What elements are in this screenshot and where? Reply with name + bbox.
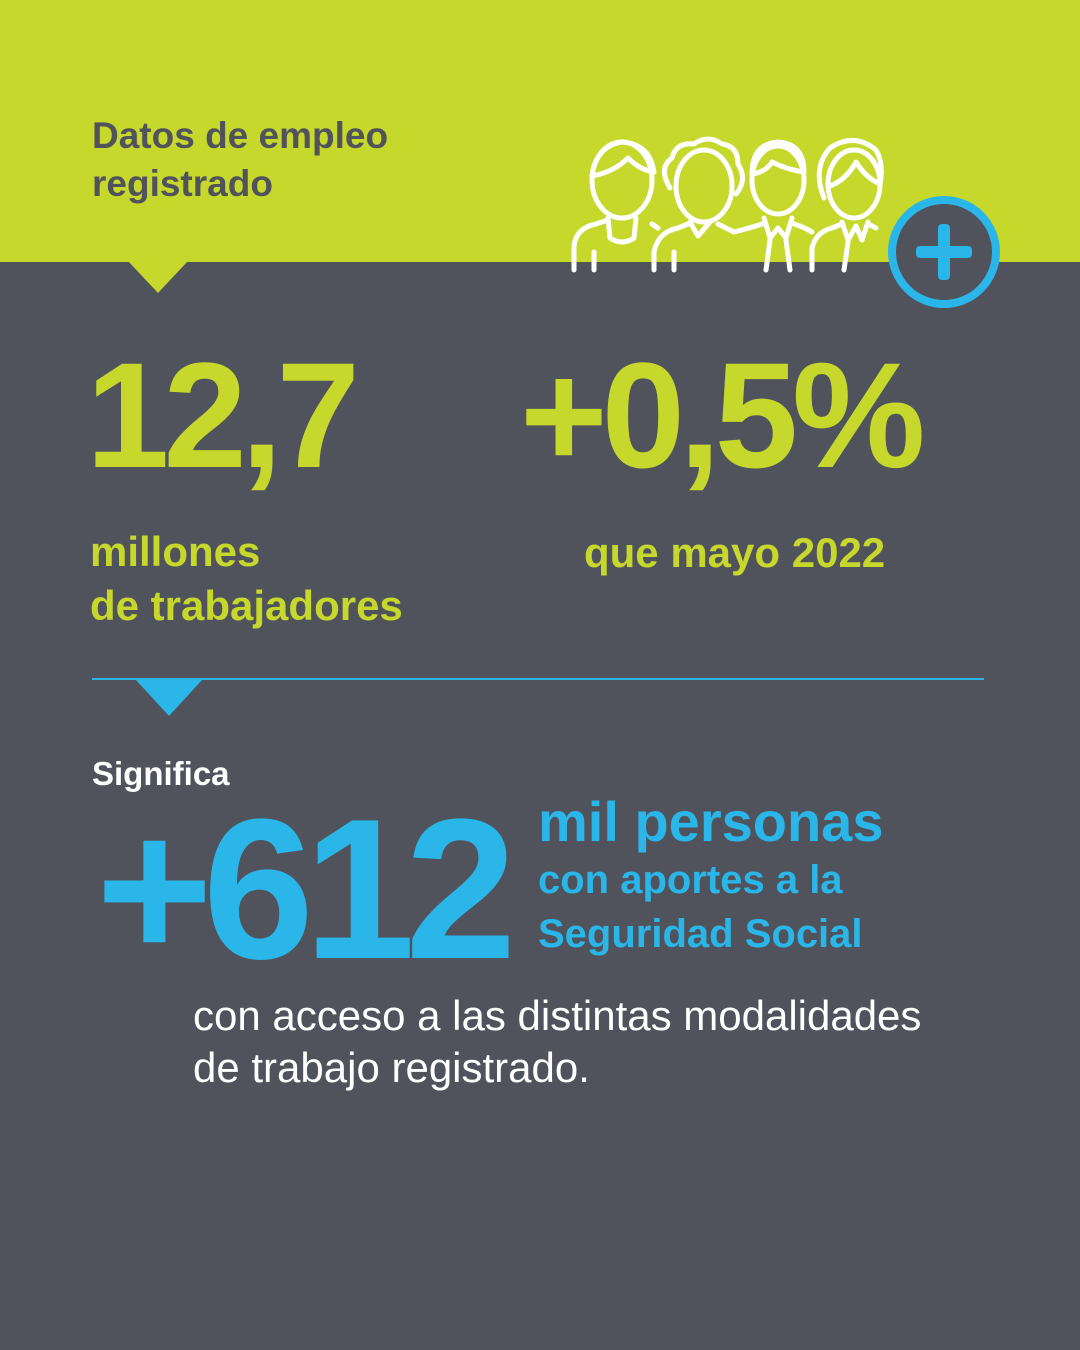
persons-subtitle-line1: con aportes a la <box>538 858 843 902</box>
footnote-line1: con acceso a las distintas modalidades <box>193 992 922 1039</box>
workers-label: millones de trabajadores <box>90 525 510 633</box>
page-title-line1: Datos de empleo <box>92 115 389 156</box>
growth-value: +0,5% <box>520 331 925 499</box>
header-pointer <box>128 261 188 293</box>
people-group-icon <box>571 136 884 273</box>
workers-label-line1: millones <box>90 528 261 575</box>
footnote: con acceso a las distintas modalidades d… <box>193 990 1013 1094</box>
persons-value: +612 <box>96 778 516 1001</box>
section-divider <box>92 678 984 680</box>
growth-label: que mayo 2022 <box>584 529 886 576</box>
page-title: Datos de empleo registrado <box>92 112 512 208</box>
meaning-intro: Significa <box>92 755 230 792</box>
footnote-line2: de trabajo registrado. <box>193 1044 590 1091</box>
page-title-line2: registrado <box>92 163 273 204</box>
divider-pointer <box>136 680 202 716</box>
workers-value: 12,7 <box>86 331 360 499</box>
persons-subtitle: con aportes a la Seguridad Social <box>538 853 978 961</box>
plus-circle-icon <box>888 196 1000 308</box>
persons-heading: mil personas <box>538 790 884 853</box>
persons-subtitle-line2: Seguridad Social <box>538 912 863 956</box>
workers-label-line2: de trabajadores <box>90 582 403 629</box>
